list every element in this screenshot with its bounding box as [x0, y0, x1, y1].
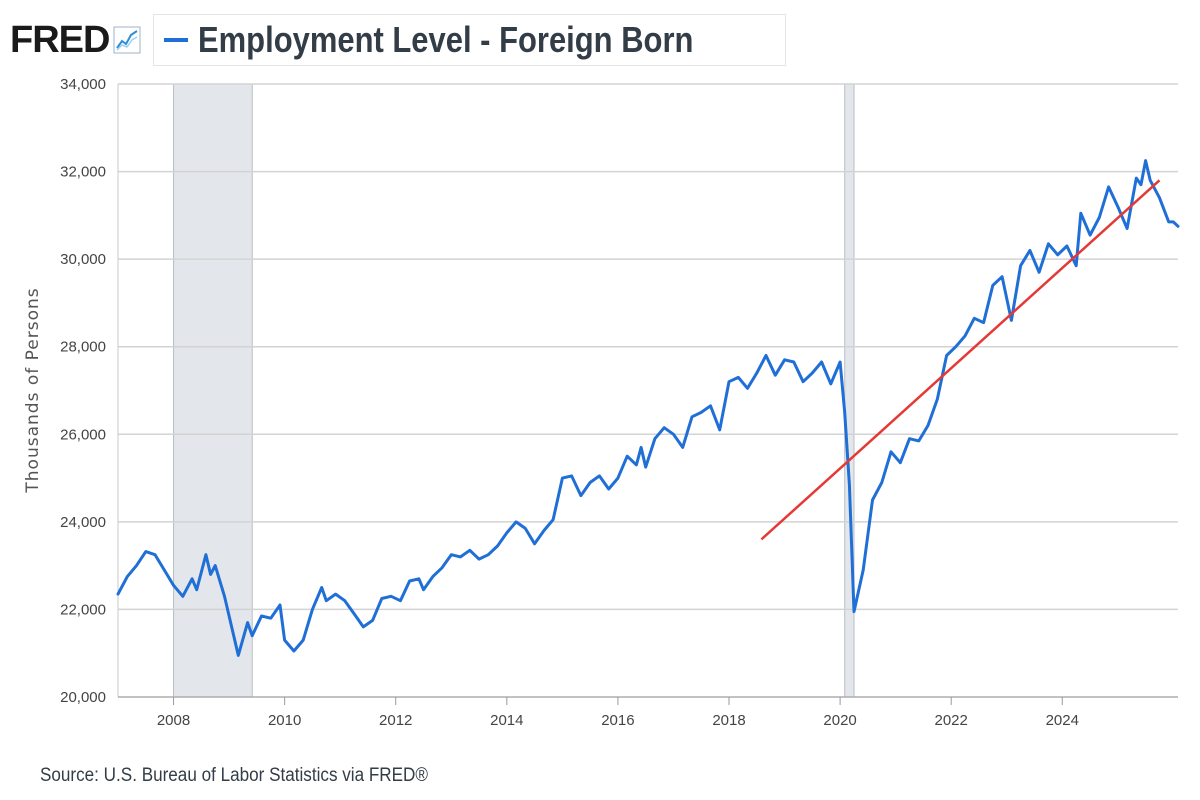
- fred-logo[interactable]: FRED: [10, 19, 141, 62]
- x-tick-label: 2024: [1046, 712, 1079, 729]
- y-tick-label: 30,000: [60, 251, 106, 268]
- y-axis-label: Thousands of Persons: [23, 287, 43, 493]
- chart-title-box: Employment Level - Foreign Born: [153, 14, 786, 66]
- axes: [117, 84, 1178, 698]
- recession-band-1: [173, 83, 253, 698]
- gridlines: [118, 83, 1178, 698]
- annotations: [760, 179, 1161, 541]
- y-tick-label: 32,000: [60, 164, 106, 181]
- trend-chart-icon: [113, 26, 141, 54]
- x-tick-label: 2016: [601, 712, 634, 729]
- recession-bands: [173, 83, 855, 698]
- x-tick-label: 2020: [823, 712, 856, 729]
- source-note: Source: U.S. Bureau of Labor Statistics …: [40, 765, 429, 786]
- chart-title: Employment Level - Foreign Born: [198, 19, 694, 60]
- x-tick-label: 2010: [268, 712, 301, 729]
- y-tick-label: 22,000: [60, 601, 106, 618]
- x-tick-label: 2018: [712, 712, 745, 729]
- series-layer: [116, 159, 1180, 657]
- x-tick-label: 2014: [490, 712, 523, 729]
- fred-logo-text: FRED: [10, 18, 110, 61]
- y-tick-label: 24,000: [60, 514, 106, 531]
- legend-line-swatch: [164, 38, 189, 42]
- y-axis-ticks: 20,000 22,000 24,000 26,000 28,000 30,000 32,0…: [60, 76, 106, 706]
- chart-header: FRED Employment Level - Foreign Born: [10, 10, 786, 70]
- y-tick-label: 34,000: [60, 76, 106, 93]
- trendline-annotation: [760, 179, 1161, 541]
- y-tick-label: 28,000: [60, 339, 106, 356]
- x-tick-label: 2008: [157, 712, 190, 729]
- x-tick-label: 2022: [935, 712, 968, 729]
- y-tick-label: 20,000: [60, 689, 106, 706]
- series-line-1: [116, 159, 1180, 657]
- x-tick-label: 2012: [379, 712, 412, 729]
- y-tick-label: 26,000: [60, 426, 106, 443]
- x-axis-ticks: 2008 2010 2012 2014 2016 2018 2020 2022 2024: [157, 697, 1079, 729]
